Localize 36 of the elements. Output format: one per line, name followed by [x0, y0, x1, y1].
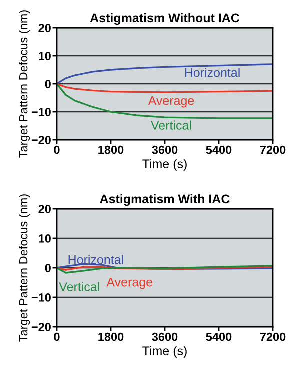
- line-series: [57, 265, 273, 274]
- x-axis-title: Time (s): [142, 346, 187, 358]
- x-tick-label: 1800: [98, 146, 124, 154]
- line-series: [57, 83, 273, 120]
- y-tick-label: −20: [32, 323, 51, 332]
- x-tick-label: 3600: [152, 332, 178, 342]
- y-tick-label: 10: [39, 52, 51, 60]
- line-series: [57, 83, 273, 94]
- y-tick-label: 0: [45, 80, 51, 88]
- chart-title: Astigmatism Without IAC: [90, 13, 240, 26]
- y-tick-label: 20: [38, 205, 51, 214]
- line-series: [57, 64, 273, 85]
- x-tick-label: 1800: [98, 332, 124, 342]
- x-tick-label: 0: [54, 146, 60, 154]
- x-axis-title: Time (s): [142, 159, 187, 171]
- series-label: Average: [106, 278, 152, 290]
- series-label: Vertical: [151, 120, 192, 130]
- x-tick-label: 0: [54, 332, 60, 342]
- x-tick-label: 5400: [206, 146, 232, 154]
- x-tick-label: 3600: [152, 146, 178, 154]
- y-tick-label: −10: [32, 108, 51, 116]
- x-tick-label: 7200: [260, 146, 286, 154]
- y-axis-title: Target Pattern Defocus (nm): [19, 10, 30, 158]
- series-label: Average: [148, 96, 194, 108]
- chart-title: Astigmatism With IAC: [100, 194, 230, 206]
- y-tick-label: −10: [32, 294, 51, 302]
- series-label: Vertical: [59, 282, 100, 292]
- series-label: Horizontal: [68, 255, 124, 264]
- x-tick-label: 5400: [206, 332, 232, 342]
- x-tick-label: 7200: [260, 332, 286, 342]
- y-tick-label: 0: [45, 264, 51, 272]
- y-tick-label: −20: [32, 136, 51, 144]
- y-axis-title: Target Pattern Defocus (nm): [19, 194, 30, 342]
- y-tick-label: 10: [39, 234, 51, 243]
- y-tick-label: 20: [38, 24, 51, 32]
- series-label: Horizontal: [185, 68, 240, 78]
